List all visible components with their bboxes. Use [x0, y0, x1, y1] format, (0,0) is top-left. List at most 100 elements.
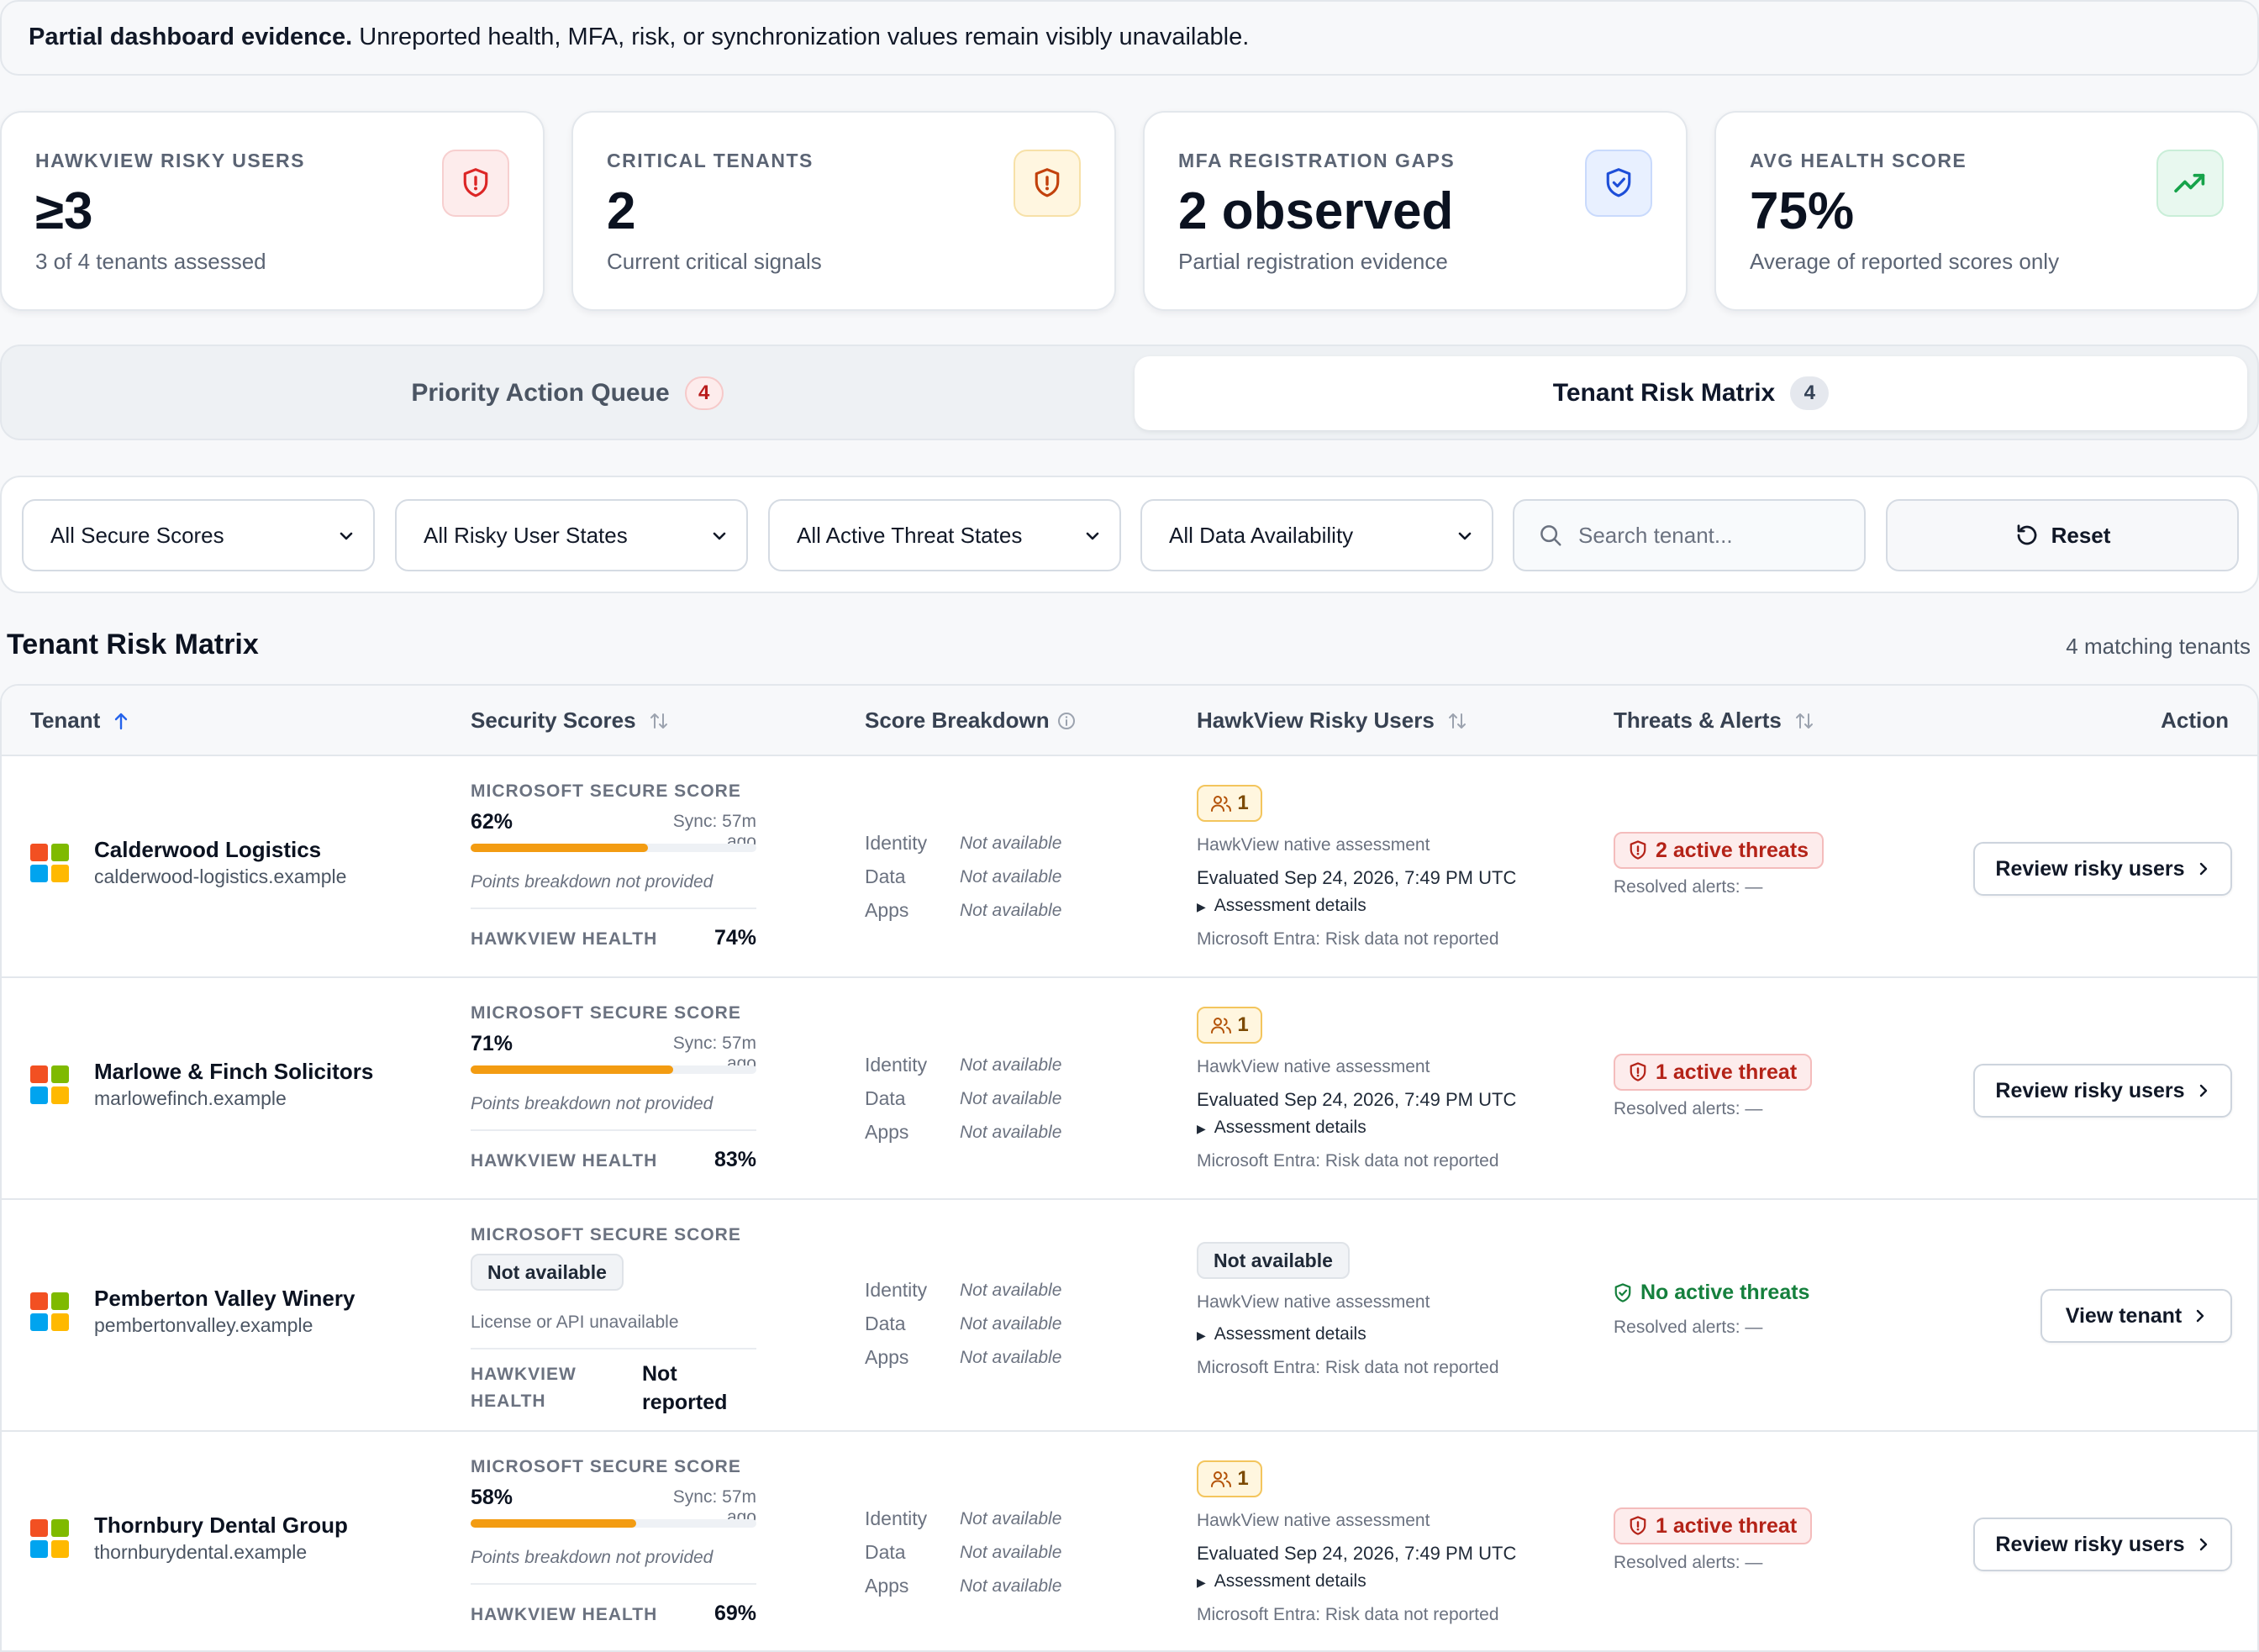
- col-security-scores[interactable]: Security Scores: [471, 708, 670, 734]
- shield-alert-icon: [1630, 840, 1646, 860]
- active-threats-badge: 1 active threat: [1614, 1054, 1813, 1091]
- kpi-value: ≥3: [35, 182, 93, 240]
- health-value: 83%: [714, 1148, 756, 1171]
- review-risky-users-button[interactable]: Review risky users: [1973, 842, 2232, 896]
- col-label: Security Scores: [471, 708, 636, 733]
- chevron-right-icon: [2199, 1084, 2207, 1097]
- tenant-name[interactable]: Calderwood Logistics: [94, 837, 322, 862]
- breakdown-data-label: Data: [865, 1541, 906, 1563]
- tenant-name[interactable]: Marlowe & Finch Solicitors: [94, 1059, 374, 1084]
- native-assessment-text: HawkView native assessment: [1197, 1292, 1430, 1312]
- tab-label: Tenant Risk Matrix: [1552, 379, 1776, 407]
- chevron-right-icon: [2197, 1309, 2204, 1323]
- microsoft-logo-icon: [30, 1292, 74, 1336]
- assessment-details-toggle[interactable]: ▶ Assessment details: [1197, 1118, 1366, 1138]
- secure-score-label: MICROSOFT SECURE SCORE: [471, 1457, 741, 1476]
- tab-tenant-risk-matrix[interactable]: Tenant Risk Matrix 4: [1135, 356, 2247, 430]
- risky-users-not-available: Not available: [1197, 1242, 1350, 1279]
- tenant-search-input[interactable]: Search tenant...: [1513, 499, 1866, 571]
- reset-button[interactable]: Reset: [1886, 499, 2239, 571]
- info-icon[interactable]: [1056, 711, 1077, 731]
- breakdown-data-value: Not available: [960, 1089, 1062, 1108]
- table-row: Pemberton Valley Winery pembertonvalley.…: [2, 1200, 2257, 1432]
- chevron-down-icon: [340, 532, 353, 540]
- sort-icon: [650, 713, 667, 729]
- breakdown-identity-label: Identity: [865, 1507, 928, 1529]
- tenant-domain: marlowefinch.example: [94, 1087, 287, 1109]
- tenant-name[interactable]: Pemberton Valley Winery: [94, 1286, 355, 1311]
- active-threats-text: 1 active threat: [1656, 1060, 1798, 1084]
- select-value: All Secure Scores: [50, 522, 224, 548]
- review-risky-users-button[interactable]: Review risky users: [1973, 1064, 2232, 1118]
- col-threats-alerts[interactable]: Threats & Alerts: [1614, 708, 1815, 734]
- view-tenant-button[interactable]: View tenant: [2040, 1289, 2232, 1343]
- breakdown-identity-label: Identity: [865, 1054, 928, 1076]
- tab-count-badge: 4: [684, 376, 724, 410]
- col-label: Tenant: [30, 708, 101, 733]
- kpi-label: HAWKVIEW RISKY USERS: [35, 150, 305, 171]
- breakdown-data-value: Not available: [960, 1314, 1062, 1334]
- entra-status: Microsoft Entra: Risk data not reported: [1197, 929, 1499, 949]
- microsoft-logo-icon: [30, 844, 74, 887]
- breakdown-identity-label: Identity: [865, 1279, 928, 1301]
- kpi-avg-health: AVG HEALTH SCORE 75% Average of reported…: [1714, 111, 2259, 311]
- secure-score-not-available: Not available: [471, 1254, 624, 1291]
- evaluated-timestamp: Evaluated Sep 24, 2026, 7:49 PM UTC: [1197, 1543, 1517, 1564]
- risky-user-states-select[interactable]: All Risky User States: [395, 499, 748, 571]
- active-threats-badge: 1 active threat: [1614, 1507, 1813, 1544]
- health-value-line1: Not: [642, 1362, 677, 1386]
- license-note: License or API unavailable: [471, 1313, 679, 1332]
- trending-up-icon: [2156, 150, 2224, 217]
- health-label: HAWKVIEW HEALTH: [471, 1151, 658, 1171]
- native-assessment-text: HawkView native assessment: [1197, 1057, 1430, 1076]
- breakdown-identity-value: Not available: [960, 1055, 1062, 1075]
- active-threat-states-select[interactable]: All Active Threat States: [768, 499, 1121, 571]
- kpi-value: 2 observed: [1178, 182, 1454, 240]
- col-tenant[interactable]: Tenant: [30, 708, 130, 734]
- table-row: Thornbury Dental Group thornburydental.e…: [2, 1432, 2257, 1650]
- chevron-down-icon: [713, 532, 726, 540]
- resolved-alerts: Resolved alerts: —: [1614, 1099, 1763, 1118]
- microsoft-logo-icon: [30, 1065, 74, 1109]
- col-label: HawkView Risky Users: [1197, 708, 1435, 733]
- col-label: Threats & Alerts: [1614, 708, 1782, 733]
- secure-scores-select[interactable]: All Secure Scores: [22, 499, 375, 571]
- tenant-name[interactable]: Thornbury Dental Group: [94, 1513, 348, 1538]
- matching-count: 4 matching tenants: [2066, 634, 2251, 659]
- breakdown-data-label: Data: [865, 1313, 906, 1334]
- select-value: All Data Availability: [1169, 522, 1354, 548]
- action-label: Review risky users: [1995, 1532, 2185, 1556]
- native-assessment-text: HawkView native assessment: [1197, 1511, 1430, 1530]
- review-risky-users-button[interactable]: Review risky users: [1973, 1518, 2232, 1571]
- risky-users-badge: 1: [1197, 785, 1262, 822]
- secure-score-value: 58%: [471, 1486, 513, 1509]
- col-risky-users[interactable]: HawkView Risky Users: [1197, 708, 1468, 734]
- assessment-details-toggle[interactable]: ▶ Assessment details: [1197, 1324, 1366, 1344]
- kpi-mfa-gaps: MFA REGISTRATION GAPS 2 observed Partial…: [1143, 111, 1688, 311]
- tab-label: Priority Action Queue: [411, 379, 670, 407]
- tab-count-badge: 4: [1790, 376, 1830, 410]
- assessment-details-toggle[interactable]: ▶ Assessment details: [1197, 896, 1366, 916]
- breakdown-apps-value: Not available: [960, 1348, 1062, 1367]
- kpi-note: Current critical signals: [607, 249, 822, 274]
- entra-status: Microsoft Entra: Risk data not reported: [1197, 1151, 1499, 1171]
- tab-priority-action-queue[interactable]: Priority Action Queue 4: [12, 356, 1123, 430]
- users-icon: [1211, 1471, 1232, 1487]
- breakdown-data-value: Not available: [960, 867, 1062, 887]
- col-action: Action: [2161, 708, 2229, 734]
- microsoft-logo-icon: [30, 1519, 74, 1563]
- secure-score-value: 71%: [471, 1032, 513, 1055]
- shield-alert-icon: [1630, 1062, 1646, 1081]
- assessment-details-toggle[interactable]: ▶ Assessment details: [1197, 1571, 1366, 1591]
- action-label: Review risky users: [1995, 1078, 2185, 1102]
- shield-alert-icon: [1014, 150, 1081, 217]
- native-assessment-text: HawkView native assessment: [1197, 835, 1430, 855]
- breakdown-identity-value: Not available: [960, 1509, 1062, 1528]
- risky-users-count: 1: [1237, 1467, 1249, 1490]
- points-note: Points breakdown not provided: [471, 1548, 714, 1567]
- data-availability-select[interactable]: All Data Availability: [1140, 499, 1493, 571]
- divider: [471, 1129, 756, 1131]
- col-score-breakdown: Score Breakdown: [865, 708, 1077, 734]
- action-label: Review risky users: [1995, 856, 2185, 881]
- reset-icon: [2017, 524, 2036, 545]
